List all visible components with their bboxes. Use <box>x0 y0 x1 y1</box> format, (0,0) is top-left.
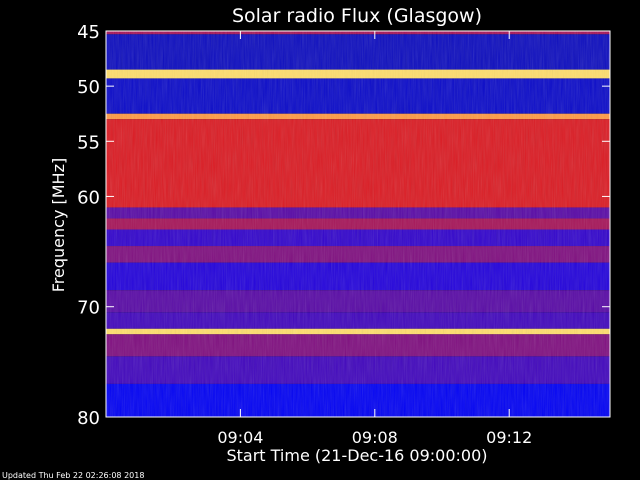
y-axis: 45 50 55 60 70 80 <box>77 22 610 429</box>
plot-area <box>106 31 610 417</box>
x-axis-label: Start Time (21-Dec-16 09:00:00) <box>226 446 487 465</box>
x-axis: 09:04 09:08 09:12 <box>217 31 532 447</box>
chart-title: Solar radio Flux (Glasgow) <box>232 5 482 27</box>
x-tick-label: 09:04 <box>217 428 263 447</box>
plot-frame <box>105 30 611 418</box>
y-tick-label: 45 <box>77 22 100 43</box>
y-tick-label: 60 <box>77 187 100 208</box>
y-tick-label: 55 <box>77 132 100 153</box>
y-tick-label: 80 <box>77 408 100 429</box>
y-tick-label: 50 <box>77 77 100 98</box>
x-tick-label: 09:08 <box>352 428 398 447</box>
x-tick-label: 09:12 <box>486 428 532 447</box>
y-tick-label: 70 <box>77 298 100 319</box>
updated-timestamp: Updated Thu Feb 22 02:26:08 2018 <box>2 471 144 480</box>
y-axis-label: Frequency [MHz] <box>49 158 68 292</box>
